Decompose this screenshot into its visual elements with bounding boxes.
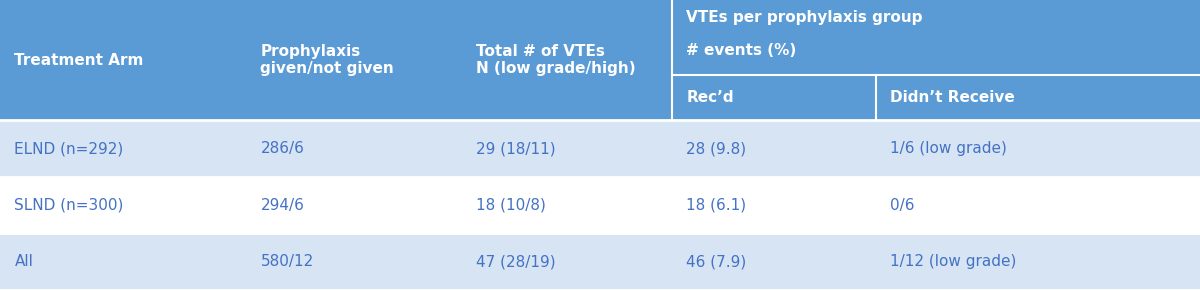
- Bar: [0, 233, 1200, 290]
- Text: Prophylaxis
given/not given: Prophylaxis given/not given: [260, 44, 394, 76]
- Text: 1/6 (low grade): 1/6 (low grade): [890, 141, 1007, 156]
- Text: 286/6: 286/6: [260, 141, 305, 156]
- Text: 28 (9.8): 28 (9.8): [686, 141, 746, 156]
- Text: 47 (28/19): 47 (28/19): [476, 254, 556, 269]
- Text: # events (%): # events (%): [686, 43, 797, 58]
- Text: 1/12 (low grade): 1/12 (low grade): [890, 254, 1016, 269]
- Text: Total # of VTEs
N (low grade/high): Total # of VTEs N (low grade/high): [476, 44, 636, 76]
- Text: 29 (18/11): 29 (18/11): [476, 141, 556, 156]
- Text: 580/12: 580/12: [260, 254, 313, 269]
- Text: 18 (10/8): 18 (10/8): [476, 198, 546, 213]
- Bar: [0, 177, 1200, 233]
- Text: 294/6: 294/6: [260, 198, 305, 213]
- Text: All: All: [14, 254, 34, 269]
- Text: Rec’d: Rec’d: [686, 90, 734, 105]
- Text: 18 (6.1): 18 (6.1): [686, 198, 746, 213]
- Text: ELND (n=292): ELND (n=292): [14, 141, 124, 156]
- Text: 0/6: 0/6: [890, 198, 914, 213]
- Bar: [0, 0, 1200, 120]
- Text: Didn’t Receive: Didn’t Receive: [890, 90, 1015, 105]
- Text: SLND (n=300): SLND (n=300): [14, 198, 124, 213]
- Text: 46 (7.9): 46 (7.9): [686, 254, 746, 269]
- Text: VTEs per prophylaxis group: VTEs per prophylaxis group: [686, 10, 923, 25]
- Bar: [0, 120, 1200, 177]
- Text: Treatment Arm: Treatment Arm: [14, 53, 144, 68]
